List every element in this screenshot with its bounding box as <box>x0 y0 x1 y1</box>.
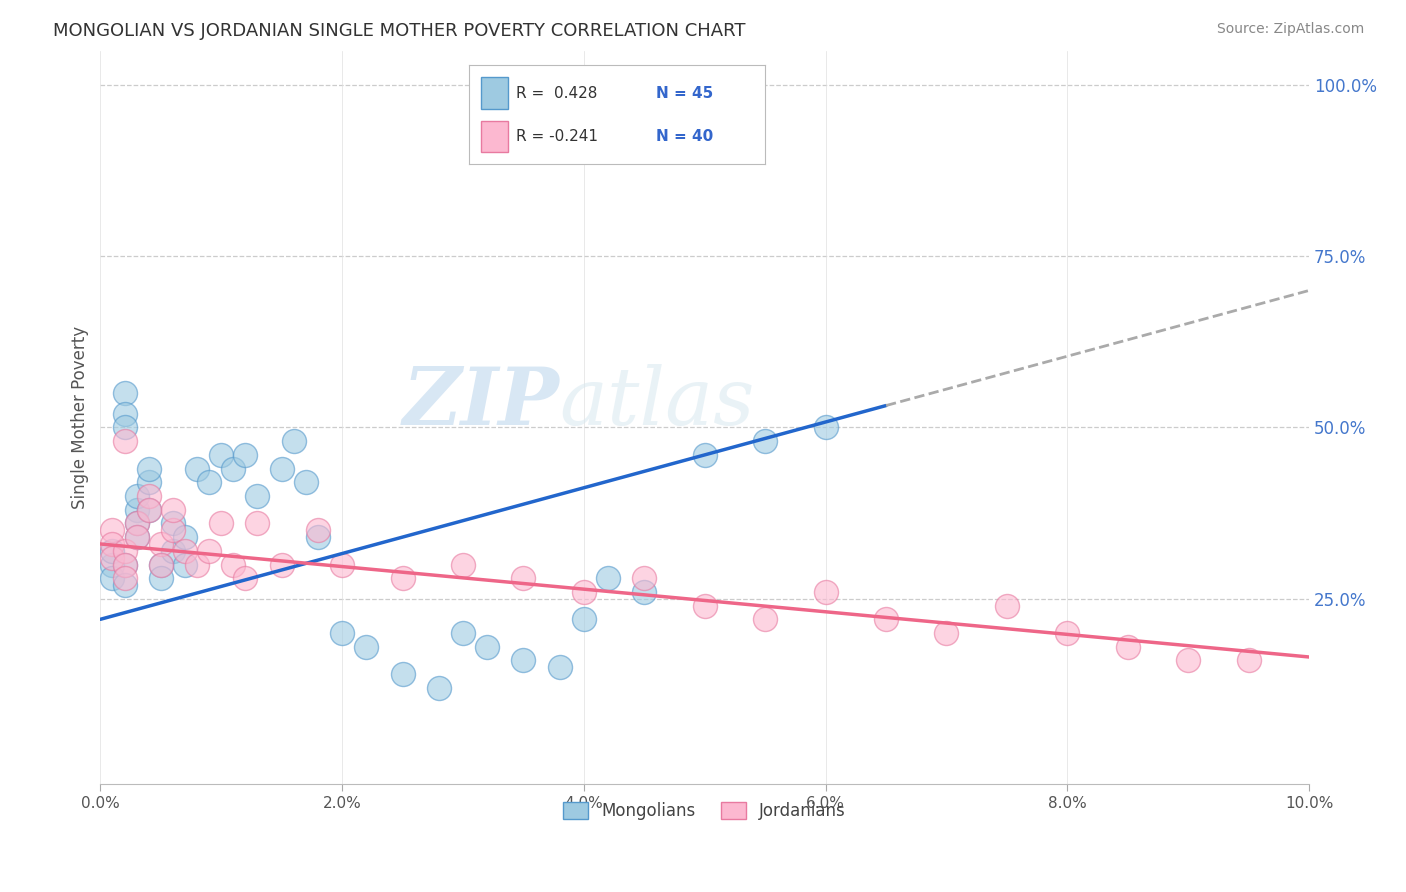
Point <box>391 571 413 585</box>
Point <box>162 502 184 516</box>
Point <box>149 537 172 551</box>
Point <box>149 558 172 572</box>
Point <box>235 571 257 585</box>
Point <box>356 640 378 654</box>
Point <box>548 660 571 674</box>
Point <box>875 612 897 626</box>
Point <box>138 502 160 516</box>
Point <box>995 599 1018 613</box>
Point <box>138 502 160 516</box>
Point <box>754 612 776 626</box>
Point <box>186 461 208 475</box>
Point <box>101 571 124 585</box>
Point <box>209 448 232 462</box>
Point <box>451 626 474 640</box>
Point <box>633 585 655 599</box>
Point <box>391 667 413 681</box>
Point <box>114 434 136 449</box>
Point <box>246 489 269 503</box>
Point <box>149 571 172 585</box>
Point <box>475 640 498 654</box>
Point <box>209 516 232 531</box>
Point <box>1056 626 1078 640</box>
Point <box>114 558 136 572</box>
Point <box>572 585 595 599</box>
Point <box>222 558 245 572</box>
Point <box>295 475 318 490</box>
Text: atlas: atlas <box>560 364 755 442</box>
Point <box>1177 653 1199 667</box>
Point <box>162 523 184 537</box>
Point <box>246 516 269 531</box>
Point <box>693 448 716 462</box>
Point <box>138 461 160 475</box>
Point <box>198 475 221 490</box>
Point <box>307 530 329 544</box>
Point <box>114 578 136 592</box>
Point <box>283 434 305 449</box>
Y-axis label: Single Mother Poverty: Single Mother Poverty <box>72 326 89 508</box>
Point <box>270 461 292 475</box>
Point <box>114 420 136 434</box>
Point <box>101 523 124 537</box>
Point <box>198 543 221 558</box>
Point <box>101 550 124 565</box>
Point <box>512 571 534 585</box>
Point <box>512 653 534 667</box>
Legend: Mongolians, Jordanians: Mongolians, Jordanians <box>557 795 852 827</box>
Text: MONGOLIAN VS JORDANIAN SINGLE MOTHER POVERTY CORRELATION CHART: MONGOLIAN VS JORDANIAN SINGLE MOTHER POV… <box>53 22 747 40</box>
Point <box>1237 653 1260 667</box>
Point <box>307 523 329 537</box>
Point <box>125 489 148 503</box>
Point <box>174 558 197 572</box>
Point <box>125 516 148 531</box>
Point <box>572 612 595 626</box>
Point <box>125 530 148 544</box>
Point <box>330 626 353 640</box>
Point <box>125 530 148 544</box>
Point <box>596 571 619 585</box>
Point <box>427 681 450 695</box>
Point <box>101 543 124 558</box>
Point <box>186 558 208 572</box>
Point <box>174 543 197 558</box>
Point <box>114 571 136 585</box>
Point <box>125 516 148 531</box>
Point <box>814 585 837 599</box>
Point <box>1116 640 1139 654</box>
Point <box>693 599 716 613</box>
Point <box>222 461 245 475</box>
Point <box>114 386 136 401</box>
Point <box>814 420 837 434</box>
Point <box>125 502 148 516</box>
Point <box>162 516 184 531</box>
Point <box>101 558 124 572</box>
Point <box>633 571 655 585</box>
Point <box>149 558 172 572</box>
Point <box>138 489 160 503</box>
Point <box>270 558 292 572</box>
Point <box>235 448 257 462</box>
Point <box>174 530 197 544</box>
Text: Source: ZipAtlas.com: Source: ZipAtlas.com <box>1216 22 1364 37</box>
Text: ZIP: ZIP <box>402 364 560 442</box>
Point <box>330 558 353 572</box>
Point <box>935 626 957 640</box>
Point <box>138 475 160 490</box>
Point <box>451 558 474 572</box>
Point <box>754 434 776 449</box>
Point <box>162 543 184 558</box>
Point <box>114 407 136 421</box>
Point <box>101 537 124 551</box>
Point <box>114 558 136 572</box>
Point <box>114 543 136 558</box>
